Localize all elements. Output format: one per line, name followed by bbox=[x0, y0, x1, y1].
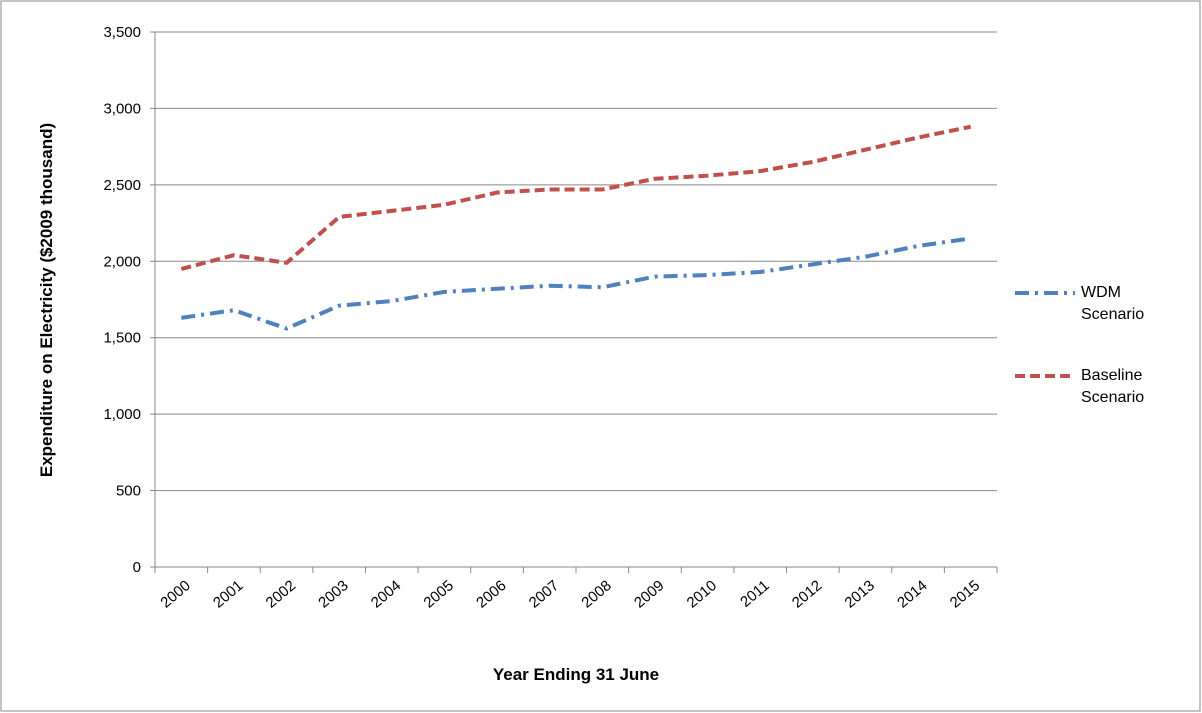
y-tick-label: 1,000 bbox=[103, 406, 141, 423]
series-line bbox=[181, 236, 971, 331]
series-line bbox=[180, 124, 972, 271]
y-tick-label: 3,500 bbox=[103, 24, 141, 41]
y-tick-label: 500 bbox=[116, 483, 141, 500]
legend-label: WDM Scenario bbox=[1081, 284, 1145, 323]
y-tick-label: 2,500 bbox=[103, 177, 141, 194]
y-axis-label: Expenditure on Electricity ($2009 thousa… bbox=[37, 123, 56, 477]
x-axis-label: Year Ending 31 June bbox=[493, 665, 659, 684]
legend-label: Baseline Scenario bbox=[1081, 367, 1145, 406]
y-tick-label: 3,000 bbox=[103, 100, 141, 117]
y-tick-label: 2,000 bbox=[103, 253, 141, 270]
y-tick-label: 0 bbox=[133, 559, 141, 576]
y-tick-label: 1,500 bbox=[103, 330, 141, 347]
